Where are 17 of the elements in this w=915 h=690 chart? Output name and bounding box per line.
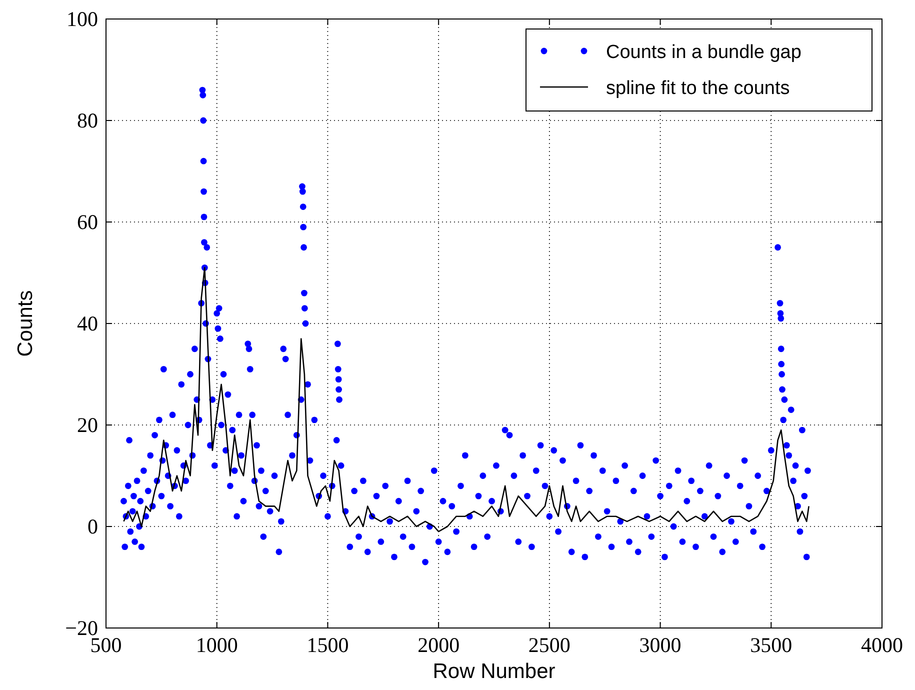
y-tick-label: 80 [77, 108, 98, 132]
y-tick-label: 60 [77, 210, 98, 234]
x-tick-label: 2000 [418, 633, 460, 657]
y-tick-label: 0 [88, 514, 98, 538]
y-tick-label: 20 [77, 413, 98, 437]
legend-label: Counts in a bundle gap [606, 42, 802, 63]
x-tick-label: 3500 [750, 633, 792, 657]
y-tick-label: 40 [77, 312, 98, 336]
x-tick-label: 3000 [639, 633, 682, 657]
x-tick-label: 1500 [306, 633, 349, 657]
x-tick-label: 2500 [528, 633, 570, 657]
x-tick-label: 1000 [196, 633, 238, 657]
y-tick-label: 100 [66, 7, 98, 31]
x-axis-title: Row Number [432, 660, 556, 683]
legend-label: spline fit to the counts [606, 78, 790, 99]
y-axis-title: Counts [14, 290, 37, 357]
x-tick-label: 4000 [861, 633, 903, 657]
